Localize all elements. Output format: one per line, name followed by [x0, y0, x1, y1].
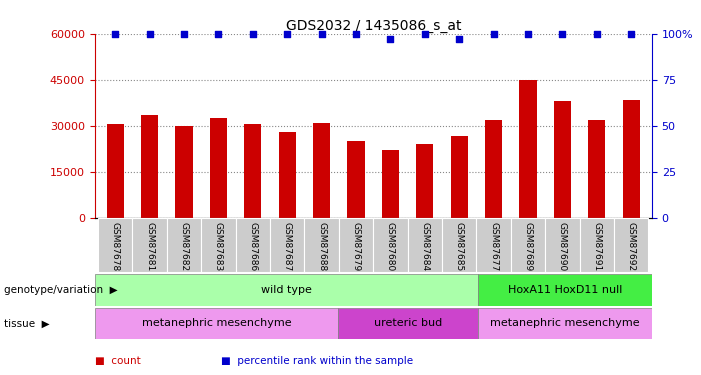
Text: GSM87692: GSM87692: [627, 222, 636, 271]
Bar: [408, 217, 442, 272]
Text: GSM87679: GSM87679: [352, 222, 360, 271]
Bar: [339, 308, 478, 339]
Bar: [614, 217, 648, 272]
Text: GSM87681: GSM87681: [145, 222, 154, 271]
Point: [419, 31, 430, 37]
Point: [626, 31, 637, 37]
Bar: [95, 274, 478, 306]
Bar: [244, 124, 261, 218]
Bar: [588, 120, 606, 218]
Bar: [98, 217, 132, 272]
Text: GSM87678: GSM87678: [111, 222, 120, 271]
Text: ■  percentile rank within the sample: ■ percentile rank within the sample: [221, 356, 413, 366]
Bar: [485, 120, 503, 218]
Text: GSM87683: GSM87683: [214, 222, 223, 271]
Point: [557, 31, 568, 37]
Bar: [339, 217, 374, 272]
Text: ■  count: ■ count: [95, 356, 140, 366]
Bar: [95, 308, 339, 339]
Bar: [478, 308, 652, 339]
Point: [144, 31, 156, 37]
Bar: [374, 217, 408, 272]
Point: [316, 31, 327, 37]
Text: HoxA11 HoxD11 null: HoxA11 HoxD11 null: [508, 285, 622, 295]
Point: [109, 31, 121, 37]
Text: GSM87687: GSM87687: [283, 222, 292, 271]
Text: ureteric bud: ureteric bud: [374, 318, 442, 328]
Bar: [442, 217, 477, 272]
Bar: [107, 124, 124, 218]
Text: GSM87689: GSM87689: [524, 222, 533, 271]
Bar: [313, 123, 330, 218]
Bar: [519, 80, 537, 218]
Text: GSM87684: GSM87684: [421, 222, 430, 271]
Bar: [622, 100, 640, 218]
Text: metanephric mesenchyme: metanephric mesenchyme: [490, 318, 640, 328]
Bar: [270, 217, 304, 272]
Point: [488, 31, 499, 37]
Bar: [304, 217, 339, 272]
Bar: [167, 217, 201, 272]
Text: metanephric mesenchyme: metanephric mesenchyme: [142, 318, 292, 328]
Point: [282, 31, 293, 37]
Bar: [554, 101, 571, 217]
Point: [454, 36, 465, 42]
Title: GDS2032 / 1435086_s_at: GDS2032 / 1435086_s_at: [285, 19, 461, 33]
Point: [350, 31, 362, 37]
Bar: [416, 144, 433, 218]
Point: [522, 31, 533, 37]
Text: GSM87688: GSM87688: [317, 222, 326, 271]
Bar: [201, 217, 236, 272]
Text: GSM87691: GSM87691: [592, 222, 601, 271]
Bar: [580, 217, 614, 272]
Point: [213, 31, 224, 37]
Bar: [279, 132, 296, 218]
Bar: [210, 118, 227, 218]
Point: [591, 31, 602, 37]
Bar: [175, 126, 193, 218]
Bar: [511, 217, 545, 272]
Text: genotype/variation  ▶: genotype/variation ▶: [4, 285, 117, 295]
Point: [385, 36, 396, 42]
Text: GSM87682: GSM87682: [179, 222, 189, 271]
Bar: [451, 136, 468, 218]
Text: GSM87680: GSM87680: [386, 222, 395, 271]
Bar: [477, 217, 511, 272]
Text: GSM87677: GSM87677: [489, 222, 498, 271]
Bar: [348, 141, 365, 218]
Bar: [478, 274, 652, 306]
Text: GSM87686: GSM87686: [248, 222, 257, 271]
Point: [247, 31, 259, 37]
Bar: [236, 217, 270, 272]
Text: GSM87685: GSM87685: [455, 222, 464, 271]
Bar: [545, 217, 580, 272]
Text: GSM87690: GSM87690: [558, 222, 567, 271]
Text: tissue  ▶: tissue ▶: [4, 318, 49, 328]
Bar: [382, 150, 399, 217]
Text: wild type: wild type: [261, 285, 312, 295]
Point: [179, 31, 190, 37]
Bar: [132, 217, 167, 272]
Bar: [141, 115, 158, 218]
